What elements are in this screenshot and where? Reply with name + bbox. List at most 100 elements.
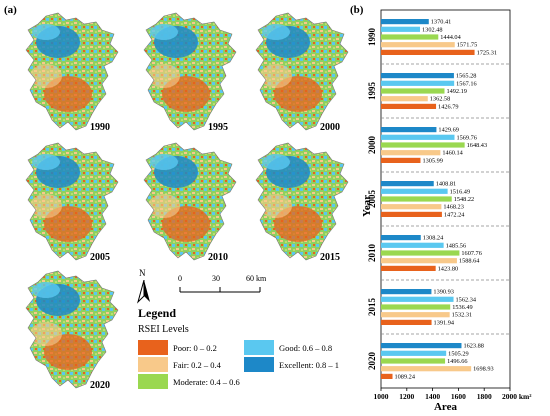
legend-label: Good: 0.6 – 0.8 (279, 342, 333, 353)
bar (381, 19, 429, 25)
legend-swatch (244, 340, 274, 355)
map-tile-2010: 2010 (143, 142, 237, 263)
scale-tick-0: 0 (178, 274, 182, 283)
bar-value-label: 1390.93 (433, 289, 453, 296)
scale-bar (179, 287, 261, 293)
map-year-label: 2000 (320, 122, 340, 133)
scale-tick-60: 60 km (246, 274, 267, 283)
y-axis-label: Year (361, 195, 373, 217)
bar (381, 319, 432, 325)
bar (381, 80, 455, 86)
bar-value-label: 1567.16 (456, 80, 476, 87)
bar (381, 343, 462, 349)
x-tick-label: 1400 (425, 392, 440, 401)
bar (381, 157, 421, 163)
bar (381, 304, 451, 310)
legend-item: Excellent: 0.8 – 1 (244, 357, 339, 372)
legend-label: Moderate: 0.4 – 0.6 (173, 376, 240, 387)
bar-value-label: 1362.58 (430, 96, 450, 103)
map-tile-2000: 2000 (255, 12, 349, 133)
bar-value-label: 1536.49 (452, 304, 472, 311)
year-category-label: 2000 (367, 136, 377, 155)
x-tick-label: 2000 km² (502, 392, 532, 401)
bar-value-label: 1648.43 (467, 142, 487, 149)
year-category-label: 2020 (367, 352, 377, 371)
bar (381, 181, 434, 187)
bar-value-label: 1444.04 (440, 34, 461, 41)
legend-title: Legend (138, 306, 177, 320)
bar-value-label: 1496.66 (447, 358, 467, 365)
bar (381, 289, 432, 295)
bar (381, 204, 442, 210)
bar (381, 358, 446, 364)
map-tiles: 1990 1995 2000 2005 2010 2015 2020 (25, 12, 349, 391)
year-category-label: 2010 (367, 244, 377, 263)
chart-panel: (b) 1990 1370.41 1302.48 1444.04 1571.75 1725… (350, 0, 550, 416)
bar (381, 127, 437, 133)
bar-value-label: 1370.41 (431, 19, 451, 26)
legend-item: Moderate: 0.4 – 0.6 (138, 374, 240, 389)
x-tick-label: 1000 (374, 392, 389, 401)
bar-value-label: 1426.79 (438, 103, 458, 110)
north-arrow-label: N (139, 268, 146, 278)
map-tile-1995: 1995 (143, 12, 237, 133)
bar-value-label: 1460.14 (442, 150, 463, 157)
bar (381, 296, 454, 302)
bar (381, 366, 472, 372)
bar (381, 26, 421, 32)
legend-item: Fair: 0.2 – 0.4 (138, 357, 221, 372)
bar (381, 188, 448, 194)
bar (381, 96, 428, 102)
bar (381, 34, 439, 40)
bar (381, 73, 454, 79)
panel-b-label: (b) (350, 4, 364, 16)
year-category-label: 2005 (367, 190, 377, 209)
scale-tick-30: 30 (212, 274, 220, 283)
bar (381, 134, 455, 140)
map-year-label: 2015 (320, 252, 340, 263)
bar-value-label: 1305.99 (422, 157, 442, 164)
legend-swatch (138, 357, 168, 372)
bar (381, 312, 450, 318)
x-axis-label: Area (434, 401, 458, 413)
bar (381, 103, 437, 109)
bar-value-label: 1472.24 (444, 211, 465, 218)
year-category-label: 1990 (367, 28, 377, 47)
bar (381, 196, 452, 202)
bar-value-label: 1532.31 (452, 312, 472, 319)
bar-value-label: 1391.94 (434, 319, 455, 326)
map-tile-2005: 2005 (25, 142, 119, 263)
bar-value-label: 1565.28 (456, 73, 476, 80)
panel-a-label: (a) (4, 4, 17, 16)
bar (381, 235, 421, 241)
map-year-label: 1995 (208, 122, 228, 133)
bar-value-label: 1725.31 (477, 49, 497, 56)
legend-label: Poor: 0 – 0.2 (173, 342, 217, 353)
legend-subtitle: RSEI Levels (138, 324, 189, 335)
legend-label: Fair: 0.2 – 0.4 (173, 359, 221, 370)
bar (381, 350, 447, 356)
bar-value-label: 1516.49 (450, 188, 470, 195)
bar-value-label: 1423.80 (438, 265, 458, 272)
bar (381, 258, 457, 264)
bar-value-label: 1623.88 (463, 343, 483, 350)
bar-value-label: 1485.56 (446, 242, 466, 249)
bar-value-label: 1429.69 (438, 127, 458, 134)
bar (381, 250, 460, 256)
bar (381, 265, 436, 271)
bar (381, 211, 442, 217)
bar-value-label: 1089.24 (395, 373, 416, 380)
bar-value-label: 1505.29 (448, 350, 468, 357)
bar-value-label: 1302.48 (422, 26, 442, 33)
x-tick-label: 1600 (451, 392, 466, 401)
legend-swatch (138, 340, 168, 355)
bar (381, 150, 441, 156)
map-panel: (a) 1990 1995 2000 2005 2010 2015 2020 N 0 30 … (4, 4, 349, 391)
bar-value-label: 1698.93 (473, 366, 493, 373)
bar (381, 142, 465, 148)
north-arrow-icon (137, 280, 150, 304)
bar-value-label: 1607.76 (461, 250, 481, 257)
bar-value-label: 1562.34 (456, 296, 477, 303)
bar (381, 49, 475, 55)
